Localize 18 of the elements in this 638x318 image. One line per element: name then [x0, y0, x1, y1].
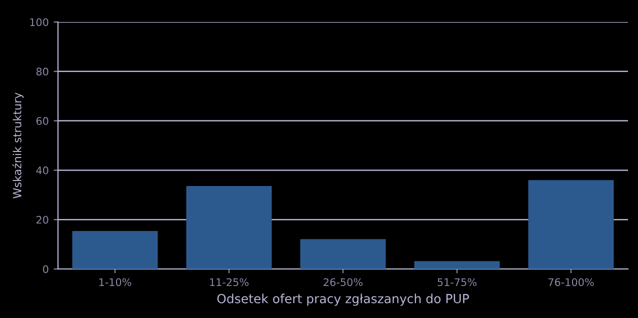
x-tick-label: 76-100%: [548, 278, 594, 286]
x-tick-label: 51-75%: [438, 278, 477, 286]
y-tick-label: 40: [36, 166, 48, 174]
x-tick-label: 1-10%: [99, 278, 132, 286]
bar: [72, 230, 158, 269]
y-axis-title: Wskaźnik struktury: [12, 92, 24, 198]
y-tick-label: 0: [43, 265, 48, 274]
x-tick-label: 26-50%: [324, 278, 363, 286]
bar: [414, 261, 500, 269]
y-tick-label: 60: [36, 117, 48, 125]
x-tick-label: 11-25%: [210, 278, 249, 286]
x-axis-title: Odsetek ofert pracy zgłaszanych do PUP: [217, 294, 469, 306]
bar: [186, 186, 272, 269]
y-tick-label: 100: [30, 18, 48, 26]
y-tick-label: 20: [36, 216, 48, 224]
bar: [528, 180, 614, 269]
bar: [300, 239, 386, 269]
y-tick-label: 80: [36, 68, 48, 76]
